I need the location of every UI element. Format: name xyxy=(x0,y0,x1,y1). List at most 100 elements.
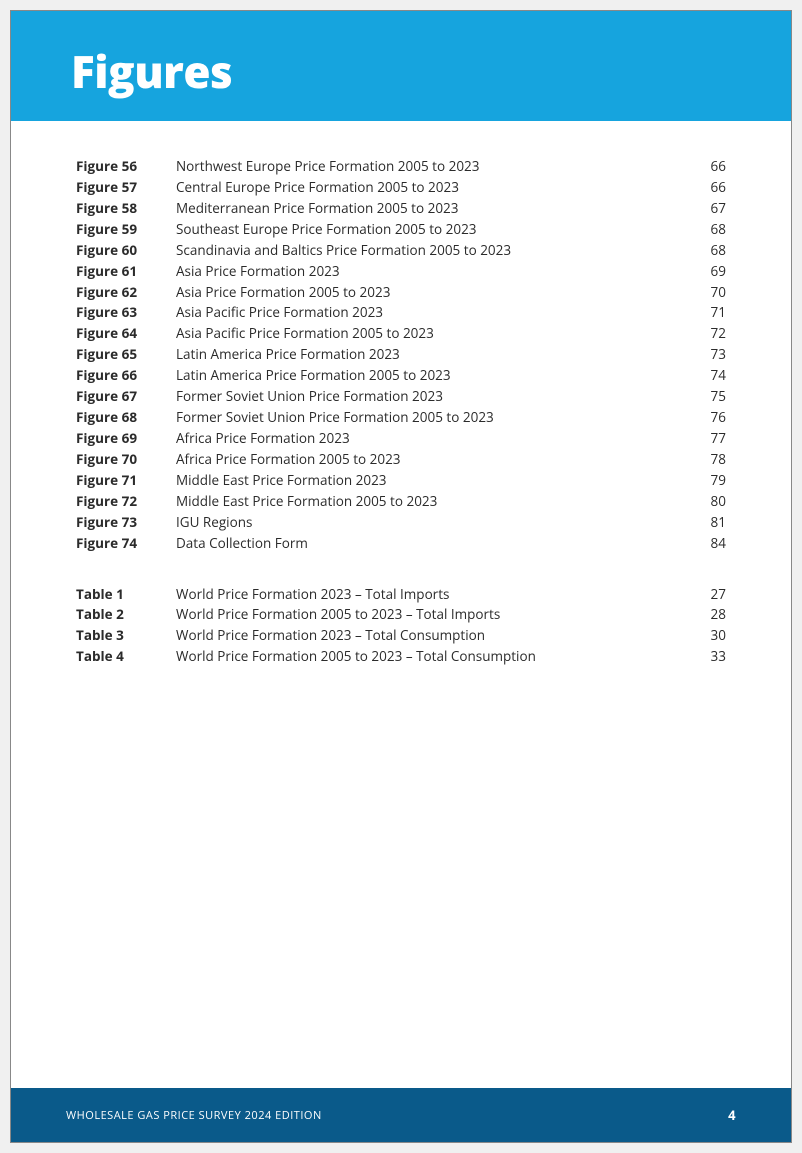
figure-label: Figure 64 xyxy=(76,323,176,344)
table-title: World Price Formation 2005 to 2023 – Tot… xyxy=(176,604,686,625)
figure-label: Figure 71 xyxy=(76,470,176,491)
figure-label: Figure 62 xyxy=(76,282,176,303)
figure-title: Middle East Price Formation 2005 to 2023 xyxy=(176,491,686,512)
section-gap xyxy=(76,554,726,584)
figure-row: Figure 71Middle East Price Formation 202… xyxy=(76,470,726,491)
content-area: Figure 56Northwest Europe Price Formatio… xyxy=(11,121,791,1088)
figure-title: IGU Regions xyxy=(176,512,686,533)
table-page: 33 xyxy=(686,646,726,667)
figure-title: Data Collection Form xyxy=(176,533,686,554)
figure-row: Figure 65Latin America Price Formation 2… xyxy=(76,344,726,365)
figure-row: Figure 74Data Collection Form84 xyxy=(76,533,726,554)
figure-page: 69 xyxy=(686,261,726,282)
table-page: 28 xyxy=(686,604,726,625)
figure-page: 78 xyxy=(686,449,726,470)
figure-row: Figure 59Southeast Europe Price Formatio… xyxy=(76,219,726,240)
figure-title: Asia Price Formation 2023 xyxy=(176,261,686,282)
table-label: Table 2 xyxy=(76,604,176,625)
table-label: Table 4 xyxy=(76,646,176,667)
figure-title: Asia Price Formation 2005 to 2023 xyxy=(176,282,686,303)
figure-page: 66 xyxy=(686,177,726,198)
figure-title: Mediterranean Price Formation 2005 to 20… xyxy=(176,198,686,219)
figure-title: Latin America Price Formation 2023 xyxy=(176,344,686,365)
figure-title: Former Soviet Union Price Formation 2023 xyxy=(176,386,686,407)
figure-label: Figure 59 xyxy=(76,219,176,240)
figure-label: Figure 60 xyxy=(76,240,176,261)
figure-row: Figure 60Scandinavia and Baltics Price F… xyxy=(76,240,726,261)
figure-title: Former Soviet Union Price Formation 2005… xyxy=(176,407,686,428)
footer-title: WHOLESALE GAS PRICE SURVEY 2024 EDITION xyxy=(66,1108,322,1123)
figure-label: Figure 58 xyxy=(76,198,176,219)
figure-row: Figure 66Latin America Price Formation 2… xyxy=(76,365,726,386)
table-title: World Price Formation 2005 to 2023 – Tot… xyxy=(176,646,686,667)
figure-page: 72 xyxy=(686,323,726,344)
figure-label: Figure 73 xyxy=(76,512,176,533)
figure-row: Figure 56Northwest Europe Price Formatio… xyxy=(76,156,726,177)
table-label: Table 1 xyxy=(76,584,176,605)
footer-page-number: 4 xyxy=(728,1106,736,1124)
table-page: 27 xyxy=(686,584,726,605)
figure-label: Figure 57 xyxy=(76,177,176,198)
figure-page: 68 xyxy=(686,240,726,261)
figure-row: Figure 61Asia Price Formation 202369 xyxy=(76,261,726,282)
table-title: World Price Formation 2023 – Total Impor… xyxy=(176,584,686,605)
figure-title: Africa Price Formation 2005 to 2023 xyxy=(176,449,686,470)
figure-row: Figure 64Asia Pacific Price Formation 20… xyxy=(76,323,726,344)
figure-page: 84 xyxy=(686,533,726,554)
figure-page: 70 xyxy=(686,282,726,303)
figure-row: Figure 68Former Soviet Union Price Forma… xyxy=(76,407,726,428)
figure-page: 71 xyxy=(686,302,726,323)
figure-label: Figure 66 xyxy=(76,365,176,386)
table-row: Table 3World Price Formation 2023 – Tota… xyxy=(76,625,726,646)
figure-page: 77 xyxy=(686,428,726,449)
figure-label: Figure 74 xyxy=(76,533,176,554)
figure-page: 73 xyxy=(686,344,726,365)
figure-row: Figure 67Former Soviet Union Price Forma… xyxy=(76,386,726,407)
figure-title: Northwest Europe Price Formation 2005 to… xyxy=(176,156,686,177)
figure-row: Figure 70Africa Price Formation 2005 to … xyxy=(76,449,726,470)
figure-row: Figure 72Middle East Price Formation 200… xyxy=(76,491,726,512)
table-title: World Price Formation 2023 – Total Consu… xyxy=(176,625,686,646)
figure-page: 75 xyxy=(686,386,726,407)
figure-row: Figure 73IGU Regions81 xyxy=(76,512,726,533)
figure-page: 81 xyxy=(686,512,726,533)
figure-label: Figure 70 xyxy=(76,449,176,470)
figure-title: Scandinavia and Baltics Price Formation … xyxy=(176,240,686,261)
figure-label: Figure 69 xyxy=(76,428,176,449)
figure-page: 79 xyxy=(686,470,726,491)
table-row: Table 1World Price Formation 2023 – Tota… xyxy=(76,584,726,605)
figure-page: 74 xyxy=(686,365,726,386)
figure-label: Figure 65 xyxy=(76,344,176,365)
table-row: Table 4World Price Formation 2005 to 202… xyxy=(76,646,726,667)
figure-title: Middle East Price Formation 2023 xyxy=(176,470,686,491)
figure-page: 76 xyxy=(686,407,726,428)
page-title: Figures xyxy=(71,41,731,101)
figure-title: Latin America Price Formation 2005 to 20… xyxy=(176,365,686,386)
figure-title: Africa Price Formation 2023 xyxy=(176,428,686,449)
figure-label: Figure 63 xyxy=(76,302,176,323)
header-banner: Figures xyxy=(11,11,791,121)
figure-title: Southeast Europe Price Formation 2005 to… xyxy=(176,219,686,240)
figure-label: Figure 67 xyxy=(76,386,176,407)
figures-list: Figure 56Northwest Europe Price Formatio… xyxy=(76,156,726,554)
table-page: 30 xyxy=(686,625,726,646)
figure-label: Figure 72 xyxy=(76,491,176,512)
figure-title: Asia Pacific Price Formation 2005 to 202… xyxy=(176,323,686,344)
footer-bar: WHOLESALE GAS PRICE SURVEY 2024 EDITION … xyxy=(11,1088,791,1142)
figure-title: Central Europe Price Formation 2005 to 2… xyxy=(176,177,686,198)
figure-row: Figure 62Asia Price Formation 2005 to 20… xyxy=(76,282,726,303)
tables-list: Table 1World Price Formation 2023 – Tota… xyxy=(76,584,726,668)
figure-title: Asia Pacific Price Formation 2023 xyxy=(176,302,686,323)
figure-label: Figure 56 xyxy=(76,156,176,177)
figure-label: Figure 68 xyxy=(76,407,176,428)
figure-row: Figure 69Africa Price Formation 202377 xyxy=(76,428,726,449)
figure-page: 66 xyxy=(686,156,726,177)
figure-row: Figure 63Asia Pacific Price Formation 20… xyxy=(76,302,726,323)
figure-row: Figure 58Mediterranean Price Formation 2… xyxy=(76,198,726,219)
document-page: Figures Figure 56Northwest Europe Price … xyxy=(10,10,792,1143)
figure-page: 68 xyxy=(686,219,726,240)
figure-label: Figure 61 xyxy=(76,261,176,282)
figure-row: Figure 57Central Europe Price Formation … xyxy=(76,177,726,198)
table-row: Table 2World Price Formation 2005 to 202… xyxy=(76,604,726,625)
table-label: Table 3 xyxy=(76,625,176,646)
